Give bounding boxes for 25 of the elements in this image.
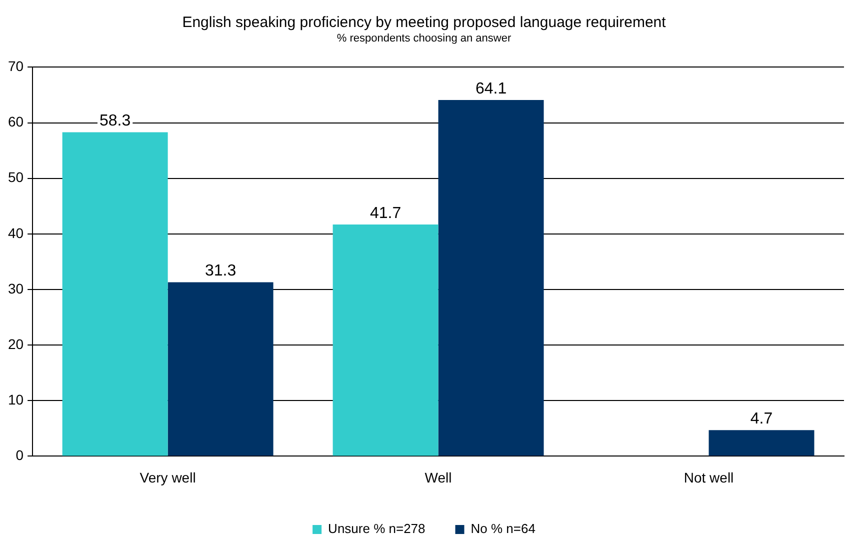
bar — [62, 132, 168, 456]
bar — [708, 430, 814, 456]
data-label: 64.1 — [475, 80, 507, 98]
data-label: 58.3 — [99, 112, 131, 130]
data-label: 31.3 — [204, 262, 236, 280]
y-tick-label: 10 — [8, 391, 24, 408]
x-tick-label: Very well — [140, 469, 196, 486]
data-label: 41.7 — [370, 204, 402, 222]
y-tick-label: 0 — [16, 447, 24, 464]
y-tick-label: 40 — [8, 224, 24, 241]
bar — [438, 100, 544, 456]
data-label: 4.7 — [750, 410, 773, 428]
y-tick-label: 30 — [8, 280, 24, 296]
x-tick-label: Not well — [684, 469, 734, 486]
bar — [168, 282, 274, 456]
y-tick-label: 50 — [8, 169, 24, 186]
bar — [332, 224, 438, 456]
y-tick-label: 20 — [8, 336, 24, 352]
legend-label: Unsure % n=278 — [328, 521, 426, 536]
y-tick-label: 60 — [8, 114, 24, 130]
legend-label: No % n=64 — [470, 521, 536, 536]
chart-subtitle: % respondents choosing an answer — [336, 32, 512, 45]
x-tick-label: Well — [424, 469, 452, 486]
chart-title: English speaking proficiency by meeting proposed language requirement — [182, 14, 667, 32]
y-tick-label: 70 — [8, 58, 24, 74]
